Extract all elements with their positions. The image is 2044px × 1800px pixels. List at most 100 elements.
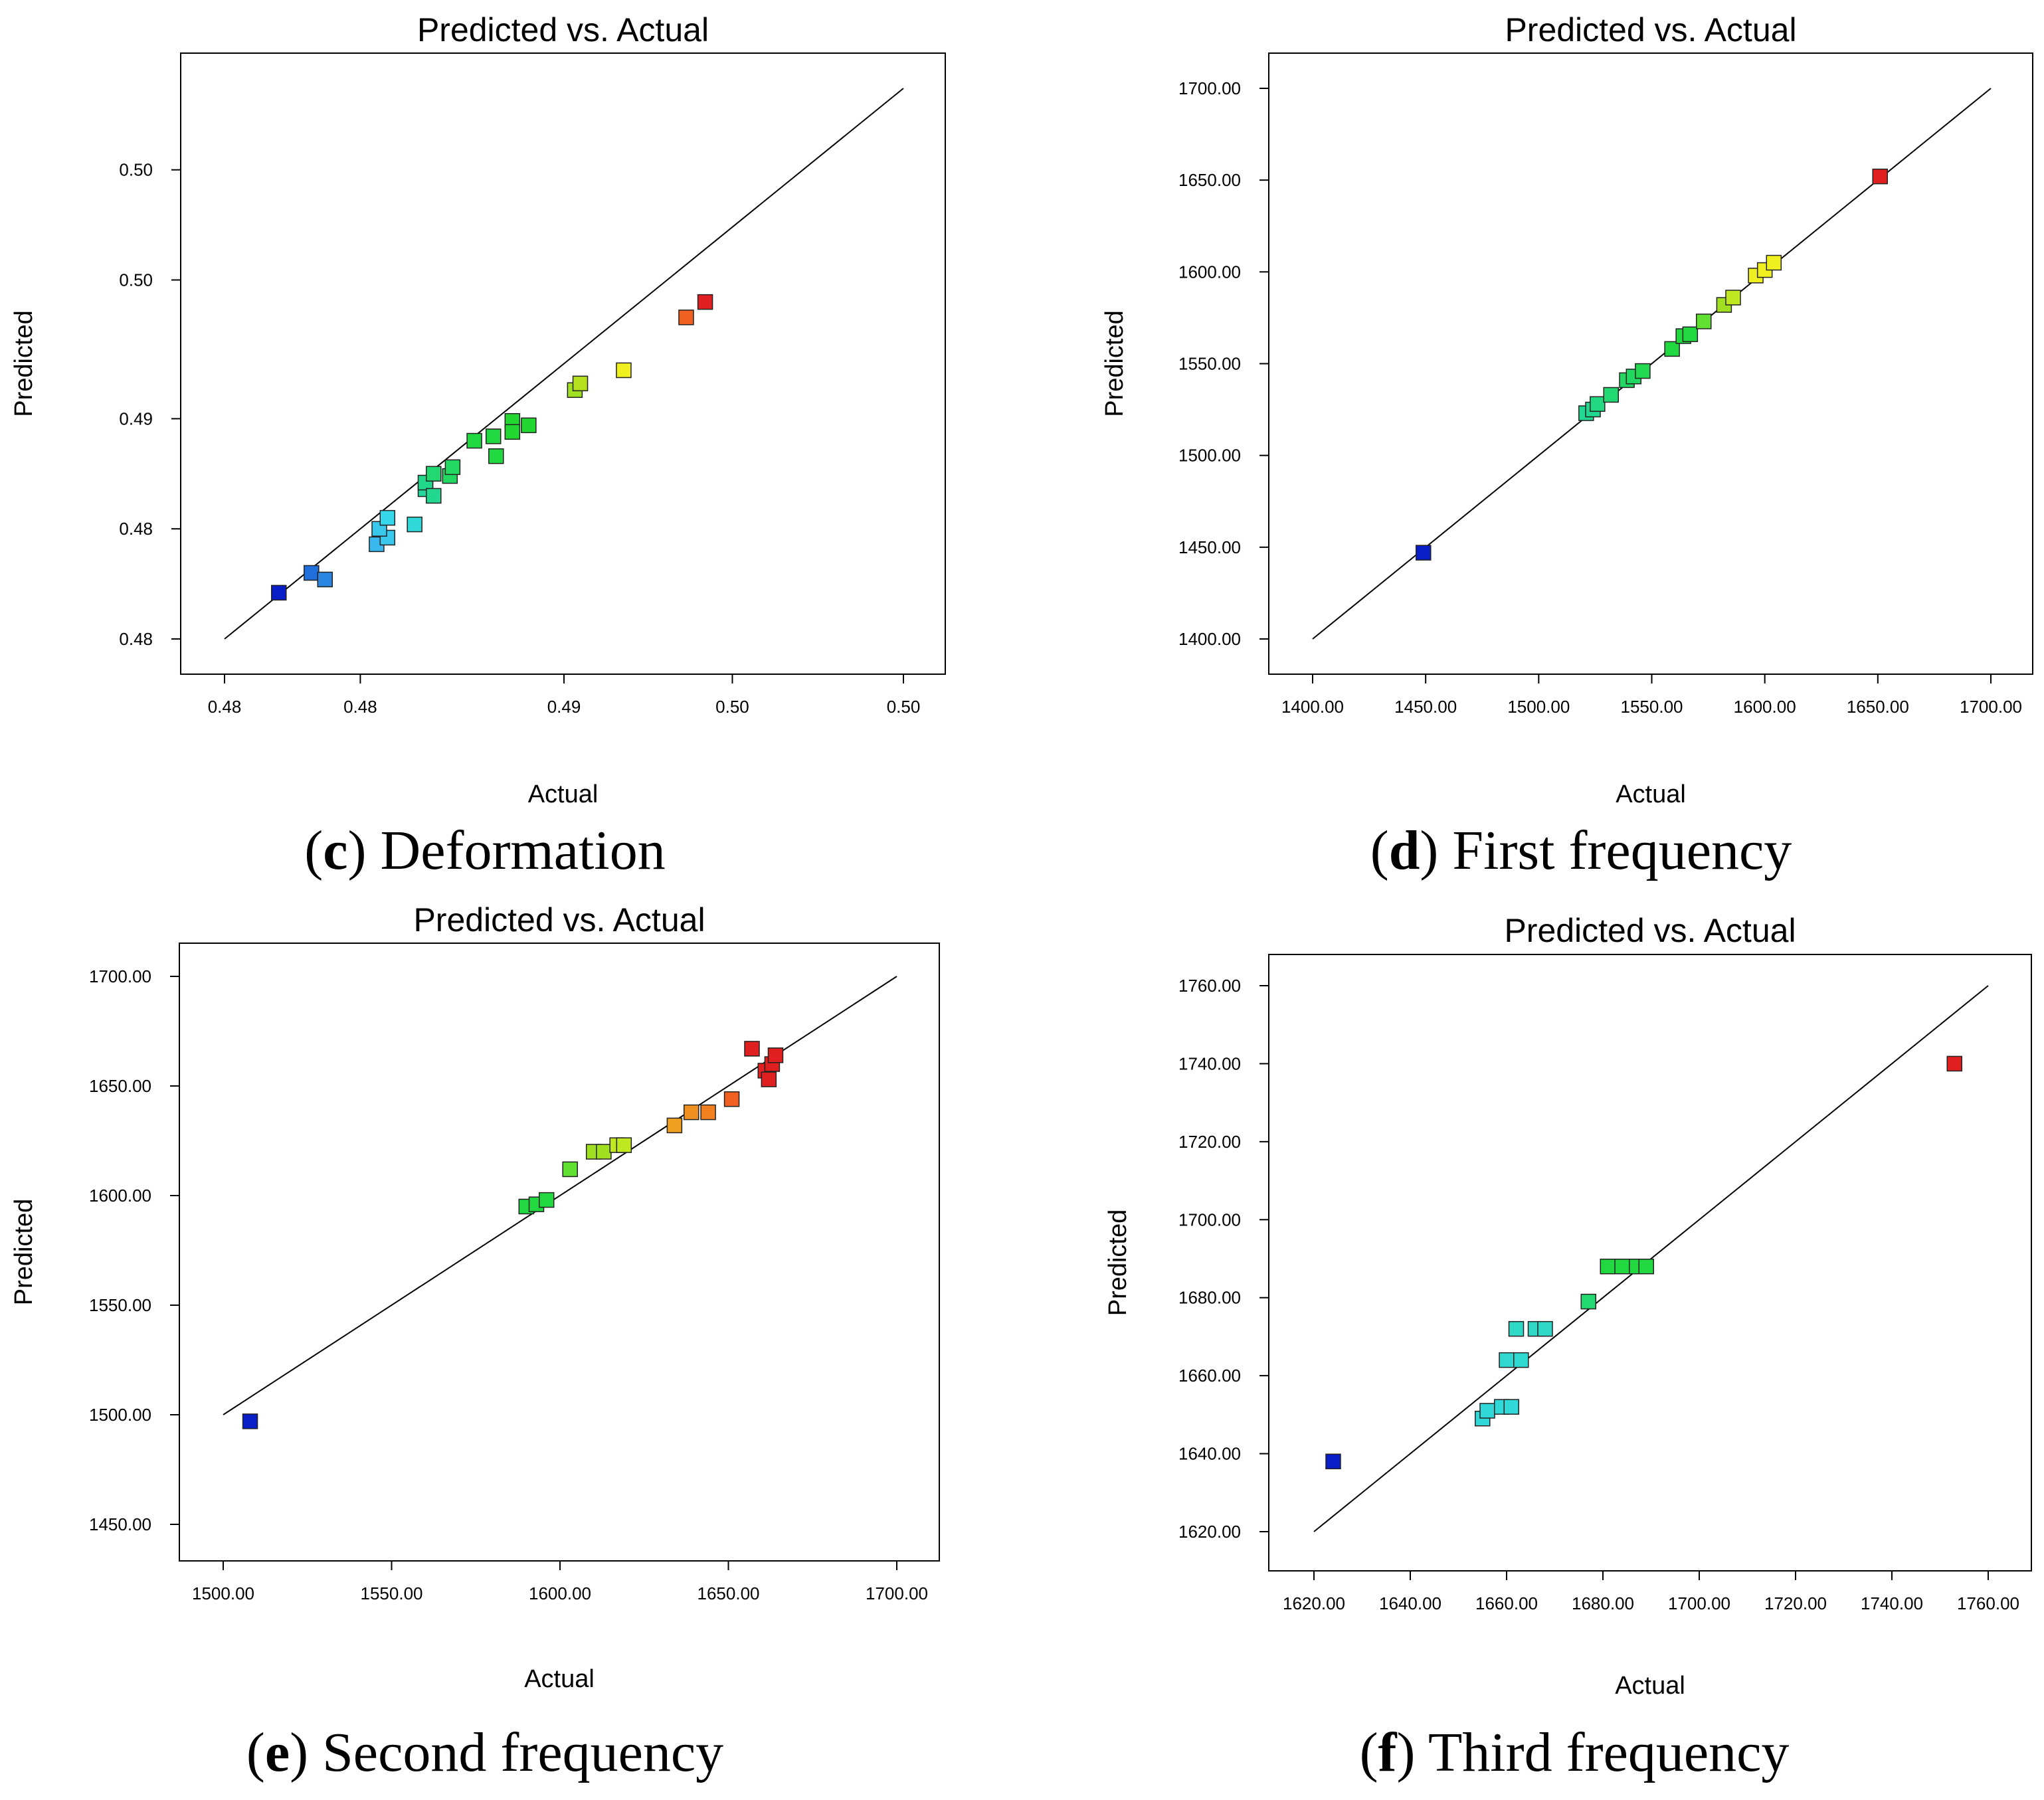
data-point <box>317 571 333 588</box>
data-point <box>666 1117 683 1134</box>
data-point <box>426 488 442 504</box>
caption-e: (e) Second frequency <box>246 1722 724 1783</box>
y-tick-label: 1700.00 <box>89 966 151 986</box>
y-tick-label: 1550.00 <box>1178 354 1241 374</box>
plot-frame <box>180 52 946 675</box>
data-point <box>744 1041 760 1057</box>
y-axis-label: Predicted <box>1101 310 1129 417</box>
plot-frame <box>179 943 940 1562</box>
chart-title: Predicted vs. Actual <box>1505 11 1796 48</box>
x-tick-label: 1450.00 <box>1394 697 1457 717</box>
reference-line <box>223 976 897 1415</box>
data-point <box>1696 314 1712 329</box>
x-tick-label: 0.50 <box>715 697 749 717</box>
chart-c: Predicted vs. Actual 0.48 0.48 0.49 0.50 0.50… <box>10 11 946 808</box>
data-point <box>304 565 320 581</box>
y-tick-label: 1650.00 <box>1178 170 1241 190</box>
x-tick-label: 1650.00 <box>1847 697 1909 717</box>
chart-f: Predicted vs. Actual 1620.00 1640.00 1660.0… <box>1104 912 2032 1700</box>
x-tick-label: 1650.00 <box>697 1583 760 1603</box>
data-point <box>1614 1258 1630 1275</box>
data-point <box>1499 1352 1515 1368</box>
data-point <box>1682 326 1699 343</box>
x-tick-label: 1660.00 <box>1475 1593 1538 1613</box>
reference-line <box>1312 88 1992 640</box>
y-tick-label: 1400.00 <box>1178 629 1241 649</box>
data-point <box>271 585 287 601</box>
caption-f: (f) Third frequency <box>1359 1722 1790 1783</box>
data-point <box>723 1091 740 1107</box>
data-point <box>697 294 713 310</box>
y-tick-label: 1700.00 <box>1178 1210 1241 1229</box>
x-tick-label: 0.48 <box>343 697 377 717</box>
x-tick-label: 0.50 <box>887 697 921 717</box>
data-point <box>596 1144 612 1160</box>
data-point <box>504 424 521 440</box>
data-point <box>1600 1258 1616 1275</box>
y-tick-label: 1720.00 <box>1178 1132 1241 1152</box>
chart-d: Predicted vs. Actual 1400.00 1450.00 1500.0… <box>1101 11 2033 808</box>
data-point <box>538 1192 555 1208</box>
data-point <box>1508 1320 1525 1337</box>
x-tick-label: 0.48 <box>208 697 242 717</box>
data-point <box>616 362 632 379</box>
data-point <box>1638 1258 1654 1275</box>
y-tick-label: 0.49 <box>119 408 153 428</box>
y-axis-label: Predicted <box>10 310 38 417</box>
chart-title: Predicted vs. Actual <box>417 11 709 48</box>
x-tick-label: 1760.00 <box>1957 1593 2019 1613</box>
x-tick-label: 1740.00 <box>1861 1593 1923 1613</box>
y-axis-label: Predicted <box>1104 1210 1132 1316</box>
data-point <box>379 509 396 526</box>
x-axis-label: Actual <box>1616 780 1686 808</box>
data-point <box>1513 1352 1529 1368</box>
x-tick-label: 1600.00 <box>529 1583 591 1603</box>
chart-title: Predicted vs. Actual <box>1504 912 1796 949</box>
x-tick-label: 1620.00 <box>1283 1593 1345 1613</box>
data-point <box>1325 1453 1341 1470</box>
y-tick-label: 1620.00 <box>1178 1522 1241 1542</box>
y-tick-label: 1640.00 <box>1178 1444 1241 1464</box>
x-tick-label: 1640.00 <box>1379 1593 1441 1613</box>
x-axis-label: Actual <box>524 1665 595 1693</box>
data-point <box>1580 1293 1596 1310</box>
data-point <box>426 466 442 482</box>
data-point <box>1664 341 1680 357</box>
y-tick-label: 1600.00 <box>1178 262 1241 282</box>
data-point <box>485 428 502 444</box>
data-point <box>1725 290 1741 306</box>
data-point <box>1766 254 1782 271</box>
data-point <box>466 432 482 449</box>
data-point <box>444 459 461 476</box>
data-point <box>1479 1403 1495 1419</box>
y-tick-label: 0.50 <box>119 270 153 290</box>
data-point <box>1537 1320 1553 1337</box>
data-point <box>700 1104 716 1121</box>
x-tick-label: 1680.00 <box>1572 1593 1634 1613</box>
x-axis-label: Actual <box>1615 1672 1685 1700</box>
data-point <box>767 1047 784 1063</box>
y-tick-label: 0.50 <box>119 160 153 180</box>
y-tick-label: 1650.00 <box>89 1076 151 1096</box>
chart-e: Predicted vs. Actual 1500.00 1550.00 1600.0… <box>10 901 940 1693</box>
data-point <box>488 448 504 464</box>
x-tick-label: 1400.00 <box>1281 697 1344 717</box>
caption-c: (c) Deformation <box>304 820 666 881</box>
y-tick-label: 1760.00 <box>1178 976 1241 996</box>
x-tick-label: 0.49 <box>547 697 581 717</box>
x-tick-label: 1700.00 <box>1960 697 2022 717</box>
data-point <box>1946 1055 1962 1072</box>
y-tick-label: 1450.00 <box>89 1514 151 1534</box>
data-point <box>521 417 537 434</box>
x-tick-label: 1500.00 <box>1507 697 1570 717</box>
y-tick-label: 1550.00 <box>89 1295 151 1315</box>
data-point <box>562 1161 578 1178</box>
y-tick-label: 1500.00 <box>89 1405 151 1425</box>
data-point <box>1590 396 1606 412</box>
reference-line <box>224 88 904 640</box>
y-tick-label: 1740.00 <box>1178 1053 1241 1073</box>
data-point <box>242 1413 258 1429</box>
data-point <box>1872 168 1888 185</box>
caption-d: (d) First frequency <box>1370 820 1792 881</box>
